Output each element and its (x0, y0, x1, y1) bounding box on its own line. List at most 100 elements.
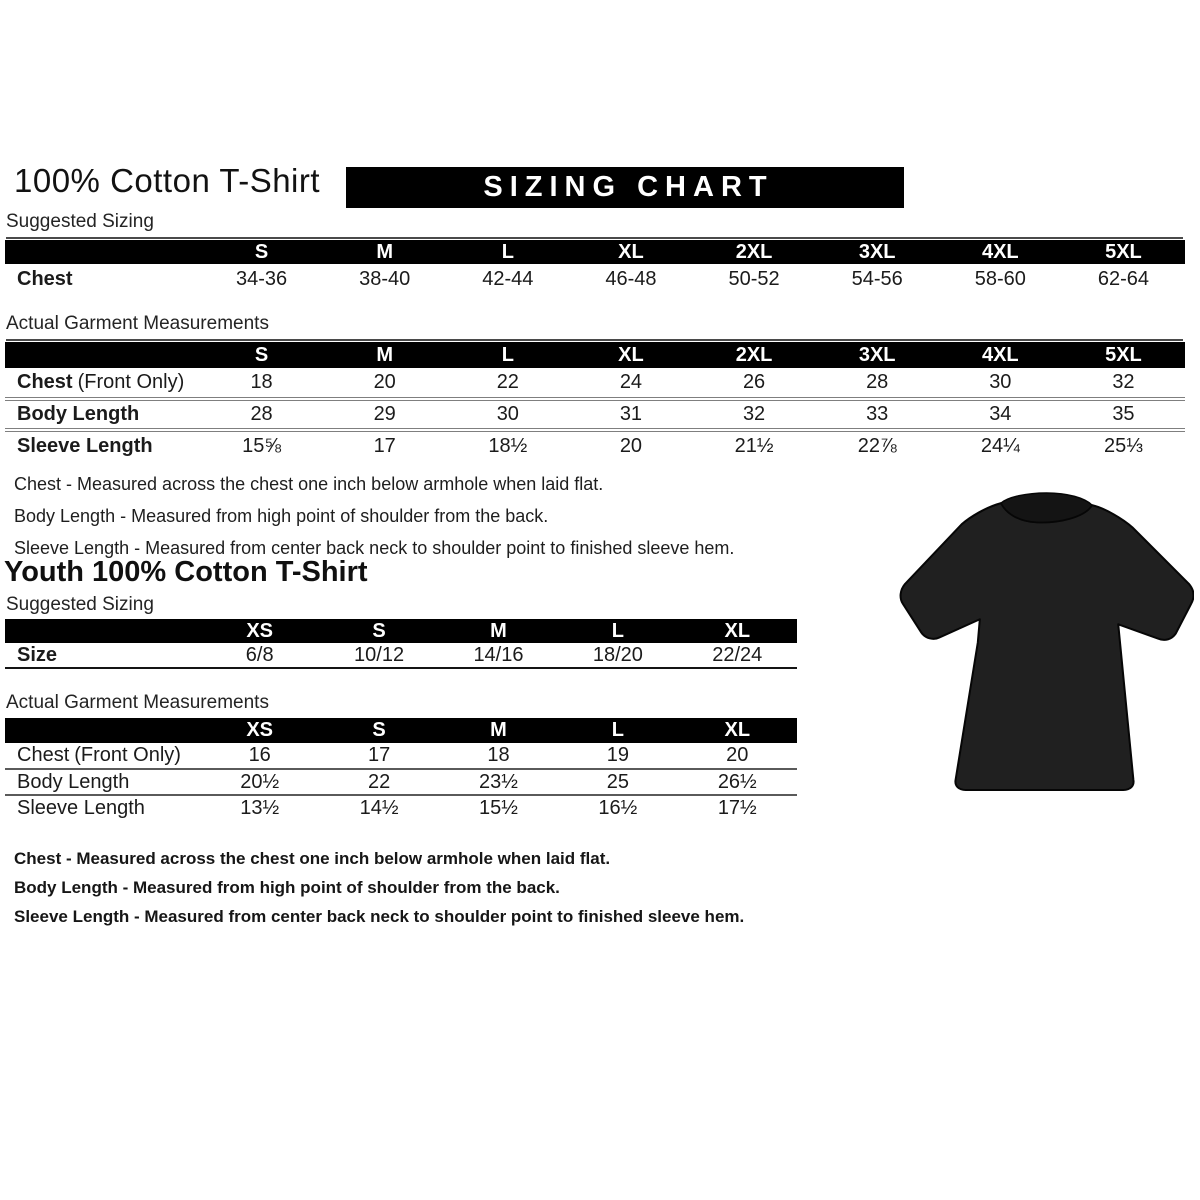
value-cell: 30 (446, 397, 570, 430)
table-header-row: S M L XL 2XL 3XL 4XL 5XL (5, 240, 1185, 264)
value-cell: 38-40 (359, 267, 411, 290)
value-cell: 25 (558, 768, 678, 795)
row-label: Sleeve Length (5, 794, 200, 821)
table-row: Body Length 28 29 30 31 32 33 34 35 (5, 397, 1185, 430)
note-line: Chest - Measured across the chest one in… (14, 474, 604, 494)
col-header: M (438, 619, 559, 643)
col-header: XL (569, 240, 693, 264)
value-cell: 14½ (319, 794, 439, 821)
col-header: S (200, 342, 324, 368)
value-cell: 25⅓ (1061, 428, 1185, 461)
row-label-text: Body Length (17, 770, 130, 793)
row-label-text: Sleeve Length (17, 435, 153, 457)
adult-suggested-sizing-table: S M L XL 2XL 3XL 4XL 5XL Chest 34-36 38-… (5, 240, 1185, 294)
value-cell: 16 (248, 744, 271, 766)
value-cell: 13½ (200, 794, 320, 821)
table-header-row: S M L XL 2XL 3XL 4XL 5XL (5, 342, 1185, 368)
value-cell: 28 (200, 397, 324, 430)
table-row: Sleeve Length 13½ 14½ 15½ 16½ 17½ (5, 794, 797, 821)
sizing-chart-banner-label: SIZING CHART (483, 171, 774, 203)
value-cell: 42-44 (482, 267, 534, 290)
col-header: XS (200, 619, 320, 643)
value-cell: 6/8 (200, 643, 320, 669)
youth-section-title: Youth 100% Cotton T-Shirt (4, 556, 368, 588)
note-line: Body Length - Measured from high point o… (14, 878, 560, 897)
youth-suggested-sizing-label: Suggested Sizing (6, 594, 797, 622)
corner-cell (5, 240, 200, 264)
col-header: 5XL (1061, 240, 1185, 264)
youth-measurement-notes: Chest - Measured across the chest one in… (14, 844, 744, 931)
value-cell: 21½ (692, 428, 816, 461)
row-label-text: Body Length (17, 403, 140, 425)
value-cell: 23½ (438, 768, 559, 795)
adult-measurement-notes: Chest - Measured across the chest one in… (14, 468, 734, 564)
col-header: L (446, 240, 570, 264)
value-cell: 32 (1112, 371, 1135, 393)
note-line: Sleeve Length - Measured from center bac… (14, 907, 745, 926)
tshirt-body-shape (899, 502, 1194, 791)
col-header: M (323, 342, 447, 368)
value-cell: 20 (569, 428, 693, 461)
value-cell: 26½ (677, 768, 797, 795)
row-label-note: (Front Only) (74, 744, 181, 766)
row-label-text: Sleeve Length (17, 797, 145, 819)
value-cell: 18 (250, 371, 273, 393)
value-cell: 35 (1061, 397, 1185, 430)
value-cell: 62-64 (1097, 267, 1150, 290)
row-label-text: Chest (17, 267, 73, 290)
value-cell: 29 (323, 397, 447, 430)
col-header: 4XL (938, 240, 1062, 264)
col-header: L (446, 342, 570, 368)
table-row: Size 6/8 10/12 14/16 18/20 22/24 (5, 643, 797, 669)
value-cell: 30 (989, 371, 1012, 393)
tshirt-collar-shape (1000, 492, 1093, 524)
table-row: Body Length 20½ 22 23½ 25 26½ (5, 768, 797, 795)
value-cell: 22/24 (677, 643, 797, 669)
youth-suggested-sizing-table: XS S M L XL Size 6/8 10/12 14/16 18/20 2… (5, 619, 797, 669)
youth-actual-measurements-label: Actual Garment Measurements (6, 692, 797, 720)
corner-cell (5, 342, 200, 368)
value-cell: 10/12 (319, 643, 439, 669)
value-cell: 34-36 (235, 267, 288, 290)
value-cell: 54-56 (851, 267, 903, 290)
table-header-row: XS S M L XL (5, 718, 797, 743)
value-cell: 34 (938, 397, 1062, 430)
col-header: XL (677, 718, 797, 743)
row-label: Chest (5, 264, 200, 294)
table-row: Chest (Front Only) 16 17 18 19 20 (5, 743, 797, 769)
col-header: XL (569, 342, 693, 368)
adult-actual-measurements-label: Actual Garment Measurements (6, 313, 1183, 341)
value-cell: 24 (619, 371, 643, 393)
value-cell: 33 (815, 397, 939, 430)
value-cell: 58-60 (974, 267, 1026, 290)
value-cell: 20 (373, 371, 396, 393)
value-cell: 50-52 (728, 267, 780, 290)
adult-suggested-sizing-label: Suggested Sizing (6, 211, 1183, 239)
value-cell: 20½ (200, 768, 320, 795)
page-title: 100% Cotton T-Shirt (14, 162, 321, 199)
row-label-text: Chest (17, 371, 73, 393)
row-label: Body Length (5, 768, 200, 795)
col-header: L (558, 619, 678, 643)
row-label: Sleeve Length (5, 428, 200, 461)
value-cell: 22 (319, 768, 439, 795)
col-header: 2XL (692, 342, 816, 368)
value-cell: 18 (487, 744, 510, 766)
col-header: 5XL (1061, 342, 1185, 368)
col-header: XL (677, 619, 797, 643)
adult-actual-measurements-table: S M L XL 2XL 3XL 4XL 5XL Chest (Front Onl… (5, 342, 1185, 461)
row-label: Size (5, 643, 200, 669)
value-cell: 19 (606, 744, 629, 766)
corner-cell (5, 619, 200, 643)
col-header: 2XL (692, 240, 816, 264)
value-cell: 28 (866, 371, 889, 393)
col-header: XS (200, 718, 320, 743)
note-line: Body Length - Measured from high point o… (14, 506, 549, 526)
col-header: 4XL (938, 342, 1062, 368)
col-header: S (200, 240, 324, 264)
value-cell: 14/16 (438, 643, 559, 669)
col-header: 3XL (815, 240, 939, 264)
table-row: Chest (Front Only) 18 20 22 24 26 28 30 3… (5, 368, 1185, 399)
value-cell: 18/20 (558, 643, 678, 669)
